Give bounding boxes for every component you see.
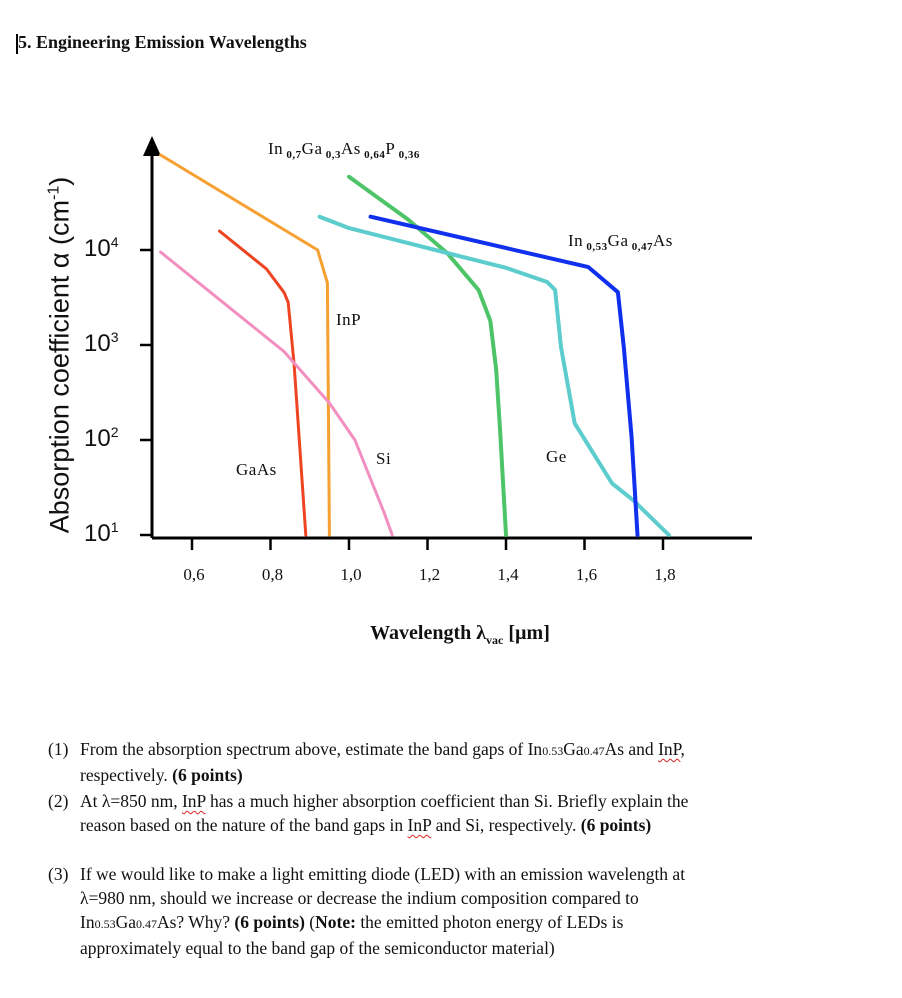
y-tick-base: 10 (84, 235, 111, 263)
text-segment: has a much higher absorption coefficient… (205, 791, 689, 811)
question-3: (3) If we would like to make a light emit… (48, 862, 685, 960)
x-tick-label: 1,4 (497, 565, 519, 584)
label-subscript: 0,47 (628, 241, 653, 253)
text-segment: InP (181, 791, 206, 811)
curve-label-ingaas: In 0,53Ga 0,47As (568, 231, 673, 253)
y-tick-label: 102 (84, 424, 119, 453)
text-segment: InP (658, 739, 681, 759)
curve-label-inp: InP (336, 310, 362, 329)
question-line: λ=980 nm, should we increase or decrease… (48, 886, 685, 910)
text-segment: As? Why? (156, 912, 235, 932)
text-segment: In (80, 912, 95, 932)
question-line: approximately equal to the band gap of t… (48, 936, 685, 960)
curve-label-si: Si (376, 449, 392, 468)
x-tick-label: 1,0 (340, 565, 362, 584)
label-element: In (268, 139, 284, 158)
text-segment: approximately equal to the band gap of t… (80, 938, 555, 958)
label-subscript: 0,64 (360, 149, 386, 161)
text-segment: ( (304, 912, 316, 932)
y-axis-label: Absorption coefficient α (cm-1) (45, 177, 76, 534)
series-line-inp (159, 153, 331, 537)
y-tick-exponent: 1 (110, 519, 119, 536)
label-element: Ga (301, 139, 323, 158)
x-axis-label-subscript: vac (486, 633, 504, 647)
label-element: Ga (607, 231, 629, 250)
text-segment: 0.47 (583, 744, 605, 758)
y-axis-arrow-icon (143, 136, 161, 156)
text-segment: As and (604, 739, 659, 759)
question-number: (3) (48, 864, 69, 884)
question-line: (3) If we would like to make a light emit… (48, 862, 685, 886)
text-segment: Ga (115, 912, 136, 932)
text-segment: Note: (315, 912, 356, 932)
x-axis-label-main: Wavelength λ (370, 622, 487, 644)
question-1: (1) From the absorption spectrum above, e… (48, 737, 685, 787)
x-axis-label-unit: [µm] (503, 622, 550, 644)
text-segment: respectively. (80, 765, 173, 785)
series-line-ge (317, 214, 671, 537)
text-segment: If we would like to make a light emittin… (80, 864, 686, 884)
series-line-in0-53ga0-47as (368, 214, 640, 537)
y-axis-label-exponent: -1 (45, 185, 63, 200)
y-tick-base: 10 (84, 330, 111, 358)
section-title: 5. Engineering Emission Wavelengths (18, 32, 307, 52)
curve-label-ge: Ge (546, 447, 567, 466)
question-line: (2) At λ=850 nm, InP has a much higher ab… (48, 789, 688, 813)
text-segment: (6 points) (234, 912, 305, 932)
x-tick-label: 0,6 (183, 565, 205, 584)
text-segment: the emitted photon energy of LEDs is (355, 912, 624, 932)
label-element: In (568, 231, 584, 250)
y-tick-base: 10 (84, 520, 111, 548)
y-tick-exponent: 4 (110, 234, 119, 251)
question-line: respectively. (6 points) (48, 763, 685, 787)
text-segment: (6 points) (172, 765, 243, 785)
label-subscript: 0,3 (322, 149, 341, 161)
y-tick-exponent: 3 (110, 329, 119, 346)
question-line: (1) From the absorption spectrum above, e… (48, 737, 685, 763)
question-line: reason based on the nature of the band g… (48, 813, 688, 837)
y-axis-label-main: Absorption coefficient α (cm (44, 199, 75, 534)
label-subscript: 0,53 (583, 241, 608, 253)
text-segment: InP (407, 815, 432, 835)
x-tick-label: 1,6 (575, 565, 598, 584)
text-segment: 0.53 (94, 917, 116, 931)
text-segment: λ=980 nm, should we increase or decrease… (80, 888, 639, 908)
text-segment: At λ=850 nm, (80, 791, 182, 811)
label-subscript: 0,7 (283, 149, 302, 161)
x-tick-label: 1,2 (418, 565, 441, 584)
question-number: (2) (48, 791, 69, 811)
question-number: (1) (48, 739, 69, 759)
curve-label-ingaasp: In 0,7Ga 0,3As 0,64P 0,36 (268, 139, 420, 161)
text-segment: reason based on the nature of the band g… (80, 815, 408, 835)
label-element: As (653, 231, 673, 250)
series-line-gaas (218, 229, 308, 537)
y-tick-label: 104 (84, 234, 119, 263)
text-segment: 0.47 (135, 917, 157, 931)
text-segment: From the absorption spectrum above, esti… (80, 739, 543, 759)
label-element: As (341, 139, 361, 158)
x-axis-label: Wavelength λvac [µm] (370, 622, 550, 648)
question-line: In0.53Ga0.47As? Why? (6 points) (Note: t… (48, 910, 685, 936)
text-segment: 0.53 (542, 744, 564, 758)
y-tick-exponent: 2 (110, 424, 119, 441)
text-segment: , (680, 739, 685, 759)
y-axis-label-end: ) (44, 176, 75, 186)
y-tick-label: 103 (84, 329, 119, 358)
text-cursor (16, 34, 18, 54)
series-line-si (159, 250, 394, 537)
curve-label-gaas: GaAs (236, 460, 277, 479)
y-tick-base: 10 (84, 425, 111, 453)
label-subscript: 0,36 (395, 149, 420, 161)
text-segment: and Si, respectively. (431, 815, 581, 835)
text-segment: (6 points) (580, 815, 652, 835)
question-2: (2) At λ=850 nm, InP has a much higher ab… (48, 789, 688, 837)
x-tick-label: 0,8 (261, 565, 284, 584)
text-segment: Ga (563, 739, 584, 759)
x-tick-label: 1,8 (654, 565, 676, 584)
label-element: P (385, 139, 396, 158)
y-tick-label: 101 (84, 519, 119, 548)
